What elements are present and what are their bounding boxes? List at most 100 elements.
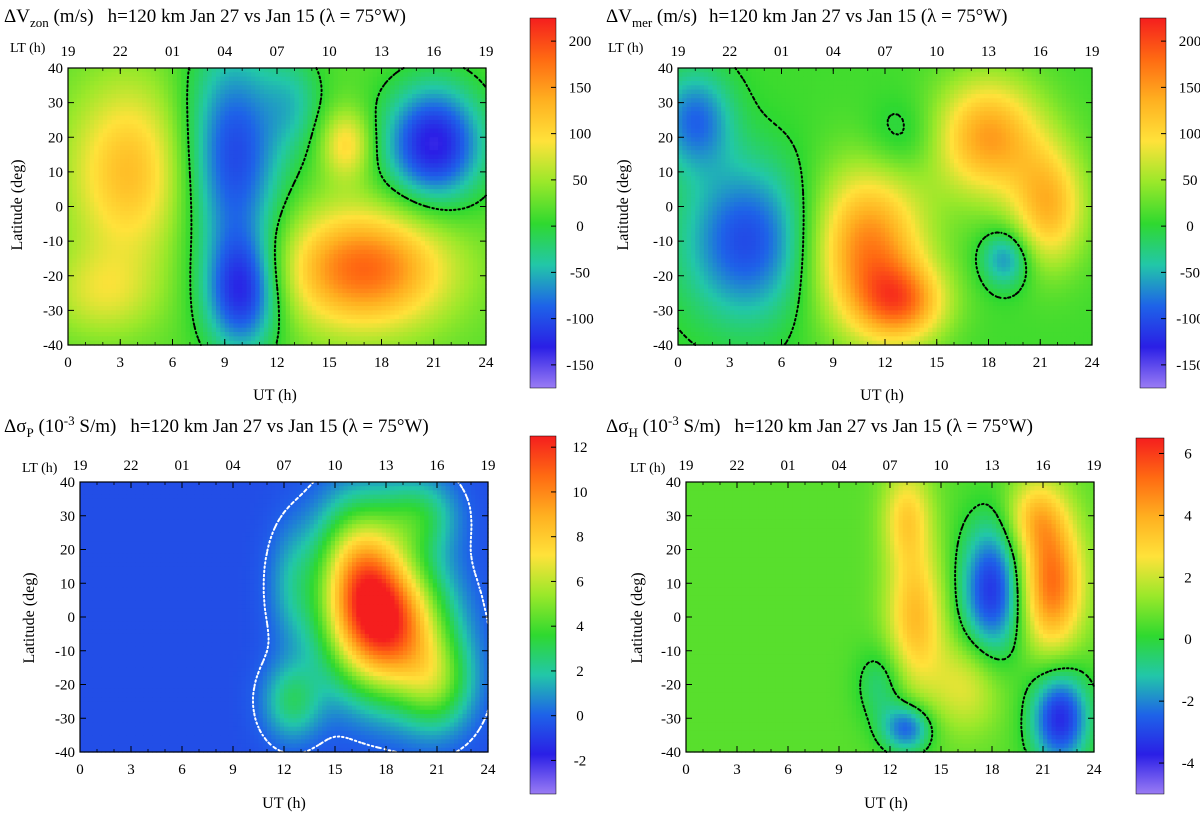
heatmap-cell (416, 280, 422, 286)
heatmap-cell (442, 202, 448, 208)
heatmap-cell (128, 163, 134, 169)
heatmap-cell (320, 189, 326, 195)
heatmap-cell (316, 262, 322, 268)
heatmap-cell (255, 236, 261, 242)
heatmap-cell (81, 245, 87, 251)
heatmap-cell (107, 284, 113, 290)
heatmap-cell (202, 163, 208, 169)
heatmap-cell (133, 210, 139, 216)
heatmap-cell (411, 210, 417, 216)
heatmap-cell (446, 68, 452, 73)
heatmap-cell (337, 236, 343, 242)
heatmap-cell (194, 254, 200, 260)
heatmap-cell (290, 275, 296, 281)
heatmap-cell (115, 219, 121, 225)
heatmap-cell (307, 115, 313, 121)
heatmap-cell (403, 150, 409, 156)
heatmap-cell (233, 275, 239, 281)
heatmap-cell (216, 223, 221, 229)
heatmap-cell (268, 89, 274, 95)
heatmap-cell (176, 245, 182, 251)
heatmap-cell (268, 249, 274, 255)
heatmap-cell (98, 85, 104, 91)
heatmap-cell (72, 154, 78, 160)
heatmap-cell (298, 132, 304, 138)
heatmap-cell (359, 184, 365, 190)
heatmap-cell (98, 210, 104, 216)
heatmap-cell (459, 228, 465, 234)
heatmap-cell (85, 245, 91, 251)
heatmap-cell (111, 215, 117, 221)
heatmap-cell (94, 202, 100, 208)
heatmap-cell (224, 219, 230, 225)
heatmap-cell (329, 258, 335, 264)
heatmap-cell (420, 68, 426, 73)
heatmap-cell (176, 262, 182, 268)
heatmap-cell (346, 128, 352, 134)
heatmap-cell (459, 111, 465, 117)
heatmap-cell (459, 158, 465, 164)
heatmap-cell (420, 249, 426, 255)
heatmap-cell (107, 106, 113, 112)
lt-tick-label: 10 (322, 44, 337, 60)
heatmap-cell (194, 150, 200, 156)
heatmap-cell (481, 137, 487, 143)
heatmap-cell (194, 193, 200, 199)
heatmap-cell (285, 232, 291, 238)
heatmap-cell (176, 141, 182, 147)
heatmap-cell (368, 115, 374, 121)
heatmap-cell (316, 223, 322, 229)
heatmap-cell (385, 98, 391, 104)
heatmap-cell (207, 132, 213, 138)
heatmap-cell (472, 98, 478, 104)
heatmap-cell (337, 145, 343, 151)
heatmap-cell (128, 249, 134, 255)
heatmap-cell (290, 141, 296, 147)
heatmap-cell (468, 72, 474, 78)
heatmap-cell (459, 171, 465, 177)
heatmap-cell (303, 163, 309, 169)
heatmap-cell (242, 68, 248, 73)
heatmap-cell (351, 193, 356, 199)
heatmap-cell (381, 249, 387, 255)
heatmap-cell (433, 202, 439, 208)
heatmap-cell (107, 275, 113, 281)
heatmap-cell (455, 197, 461, 203)
heatmap-cell (242, 76, 248, 82)
heatmap-cell (207, 128, 213, 134)
heatmap-cell (250, 275, 256, 281)
heatmap-cell (481, 228, 487, 234)
heatmap-cell (268, 80, 274, 86)
heatmap-cell (259, 128, 265, 134)
heatmap-cell (181, 241, 187, 247)
heatmap-cell (307, 245, 313, 251)
heatmap-cell (364, 262, 370, 268)
heatmap-cell (181, 171, 187, 177)
heatmap-cell (333, 76, 339, 82)
heatmap-cell (411, 115, 417, 121)
heatmap-cell (85, 128, 91, 134)
heatmap-cell (142, 271, 147, 277)
heatmap-cell (316, 106, 322, 112)
heatmap-cell (185, 72, 191, 78)
heatmap-cell (303, 223, 309, 229)
heatmap-cell (246, 219, 252, 225)
heatmap-cell (207, 158, 213, 164)
heatmap-cell (216, 284, 221, 290)
heatmap-cell (311, 115, 317, 121)
heatmap-cell (224, 241, 230, 247)
heatmap-cell (229, 241, 235, 247)
heatmap-cell (464, 236, 470, 242)
heatmap-cell (372, 72, 378, 78)
heatmap-cell (159, 72, 165, 78)
heatmap-cell (115, 241, 121, 247)
heatmap-cell (281, 167, 287, 173)
heatmap-cell (168, 249, 174, 255)
heatmap-cell (207, 106, 213, 112)
heatmap-cell (298, 98, 304, 104)
heatmap-cell (294, 137, 300, 143)
heatmap-cell (229, 193, 235, 199)
heatmap-cell (411, 206, 417, 212)
heatmap-cell (420, 150, 426, 156)
heatmap-cell (407, 258, 413, 264)
